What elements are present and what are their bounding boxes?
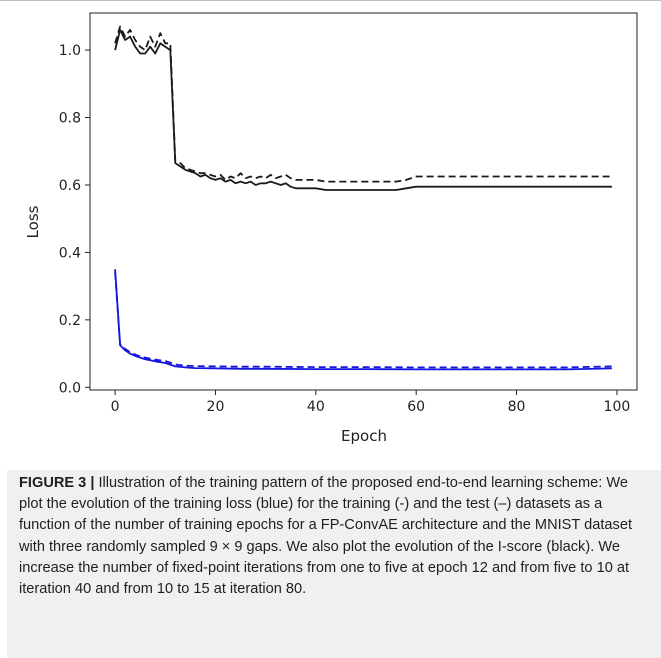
top-rule bbox=[0, 0, 661, 1]
y-axis-ticks: 0.0 0.2 0.4 0.6 0.8 1.0 bbox=[59, 43, 90, 396]
series-line-4 bbox=[114, 272, 612, 369]
y-tick-label: 0.2 bbox=[59, 313, 81, 329]
y-tick-label: 0.4 bbox=[59, 245, 81, 261]
series-line-3 bbox=[114, 269, 612, 371]
x-tick-label: 20 bbox=[207, 399, 225, 415]
y-axis-label: Loss bbox=[24, 205, 42, 238]
figure-label: FIGURE 3 | bbox=[19, 475, 95, 491]
x-tick-label: 100 bbox=[604, 399, 631, 415]
x-axis-label: Epoch bbox=[341, 427, 387, 445]
y-tick-label: 1.0 bbox=[59, 43, 81, 59]
axes-frame bbox=[89, 12, 638, 391]
y-tick-label: 0.0 bbox=[59, 380, 81, 396]
loss-chart: 0 20 40 60 80 100 0.0 0.2 0.4 0.6 0.8 1.0 Epoch Lo… bbox=[24, 12, 638, 445]
series-line-1 bbox=[114, 29, 612, 191]
series-line-2 bbox=[114, 25, 612, 183]
plot-frame bbox=[89, 12, 638, 391]
y-tick-label: 0.8 bbox=[59, 111, 81, 127]
caption-panel bbox=[7, 470, 661, 658]
y-tick-label: 0.6 bbox=[59, 178, 81, 194]
x-tick-label: 0 bbox=[111, 399, 120, 415]
x-tick-label: 80 bbox=[508, 399, 526, 415]
series-layer bbox=[114, 25, 612, 371]
figure-caption: FIGURE 3 | Illustration of the training … bbox=[19, 473, 641, 600]
x-tick-label: 40 bbox=[307, 399, 325, 415]
x-axis-ticks: 0 20 40 60 80 100 bbox=[111, 390, 631, 415]
caption-body: Illustration of the training pattern of … bbox=[19, 475, 632, 598]
x-tick-label: 60 bbox=[407, 399, 425, 415]
